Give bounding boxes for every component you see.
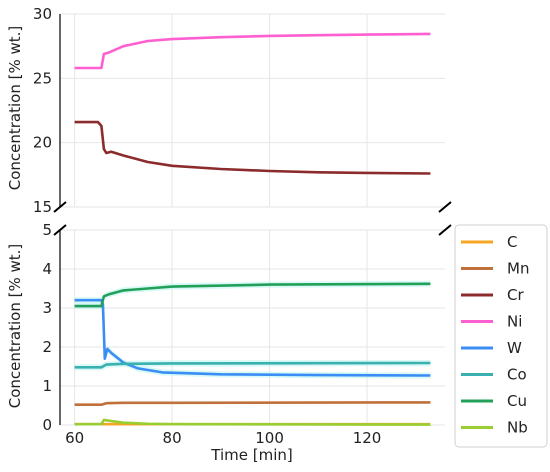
top-panel-series [74, 32, 431, 175]
legend-label-mn: Mn [507, 260, 529, 278]
y-tick-label-top: 15 [33, 198, 52, 216]
y-axis-label-top: Concentration [% wt.] [6, 26, 24, 191]
legend-label-c: C [507, 233, 517, 251]
y-tick-label-bottom: 2 [42, 338, 52, 356]
series-line-mn [74, 401, 431, 406]
x-tick-label: 80 [163, 429, 182, 447]
legend: C Mn Cr Ni W Co Cu Nb [454, 224, 548, 448]
y-tick-label-top: 20 [33, 134, 52, 152]
axes [53, 14, 452, 425]
tick-labels: 60 80 100 120 15 20 25 30 0 1 2 3 4 5 [33, 5, 381, 447]
series-line-co [74, 361, 431, 369]
axis-break-mark [53, 201, 67, 213]
axis-break-mark [53, 224, 67, 236]
axis-break-mark [438, 224, 452, 236]
series-line-nb [74, 418, 431, 426]
bottom-panel-series [74, 282, 431, 426]
bottom-panel-grid [60, 229, 445, 426]
y-tick-label-bottom: 3 [42, 299, 52, 317]
x-tick-label: 60 [65, 429, 84, 447]
legend-label-cr: Cr [507, 286, 524, 304]
y-tick-label-top: 25 [33, 69, 52, 87]
legend-label-co: Co [507, 366, 527, 384]
y-tick-label-bottom: 5 [42, 221, 52, 239]
legend-box [454, 224, 548, 448]
x-axis-label: Time [min] [210, 446, 292, 464]
series-line-cr [74, 120, 431, 175]
legend-label-ni: Ni [507, 313, 522, 331]
y-tick-label-top: 30 [33, 5, 52, 23]
y-axis-label-bottom: Concentration [% wt.] [6, 244, 24, 409]
legend-label-w: W [507, 339, 522, 357]
legend-label-cu: Cu [507, 392, 527, 410]
axis-break-mark [438, 201, 452, 213]
legend-label-nb: Nb [507, 419, 528, 437]
x-tick-label: 100 [255, 429, 284, 447]
x-tick-label: 120 [353, 429, 382, 447]
y-tick-label-bottom: 0 [42, 416, 52, 434]
y-tick-label-bottom: 4 [42, 260, 52, 278]
series-line-cu [74, 282, 431, 308]
series-line-ni [74, 32, 431, 70]
y-tick-label-bottom: 1 [42, 377, 52, 395]
top-panel-grid [60, 13, 445, 208]
